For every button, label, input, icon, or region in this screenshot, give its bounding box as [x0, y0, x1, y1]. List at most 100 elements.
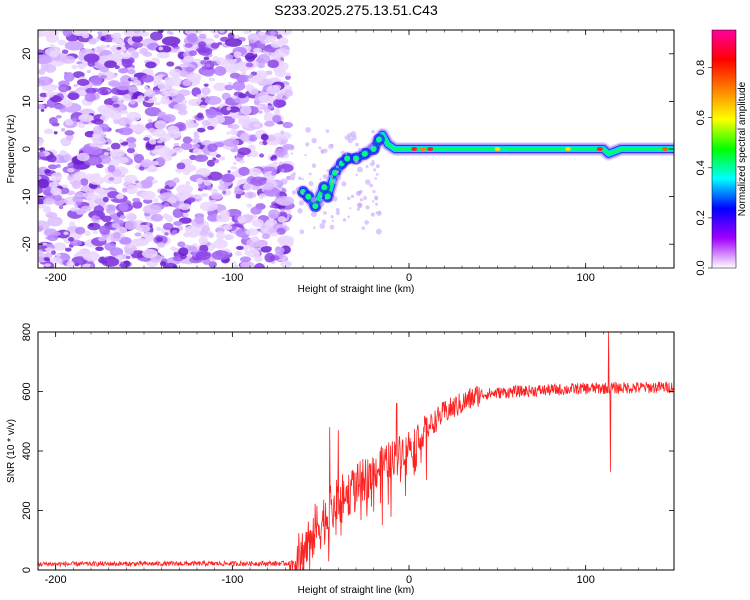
snr-xtick-label: -100 [221, 574, 243, 586]
noise-blob [144, 85, 149, 90]
ridge-speckle [375, 202, 379, 206]
noise-blob [227, 32, 235, 40]
noise-blob [237, 74, 247, 84]
noise-blob [111, 175, 123, 185]
noise-blob [282, 95, 287, 100]
noise-blob [115, 81, 131, 91]
noise-blob [116, 46, 122, 50]
noise-blob [44, 47, 61, 57]
noise-blob [57, 39, 66, 46]
noise-blob [38, 168, 44, 174]
noise-blob [145, 143, 156, 151]
noise-blob [132, 197, 141, 203]
noise-blob [172, 147, 184, 153]
noise-blob [66, 133, 74, 141]
noise-blob [205, 108, 218, 119]
noise-blob [129, 99, 136, 105]
noise-blob [235, 250, 242, 256]
noise-blob [200, 193, 209, 197]
ridge-speckle [289, 145, 295, 151]
noise-blob [237, 216, 247, 224]
spectrogram-xtick-label: 100 [576, 272, 594, 284]
noise-blob [264, 252, 275, 263]
noise-blob [274, 108, 280, 112]
noise-blob [126, 111, 142, 122]
noise-blob [157, 242, 166, 248]
noise-blob [201, 225, 211, 233]
colorbar-tick-label: 0.2 [695, 210, 707, 225]
noise-blob [184, 225, 200, 234]
noise-blob [125, 212, 136, 222]
ridge-speckle [276, 152, 281, 158]
noise-blob [97, 236, 106, 242]
noise-blob [203, 56, 210, 61]
noise-blob [173, 142, 180, 147]
noise-blob [277, 216, 287, 223]
noise-blob [267, 105, 275, 110]
noise-blob [114, 65, 120, 70]
noise-blob [167, 125, 180, 135]
noise-blob [157, 122, 163, 127]
noise-blob [246, 250, 260, 258]
noise-blob [246, 45, 252, 51]
noise-blob [256, 239, 269, 248]
ridge-speckle [335, 210, 340, 216]
noise-blob [38, 103, 45, 110]
ridge-speckle [364, 220, 369, 225]
spectrogram-ylabel: Frequency (Hz) [6, 115, 17, 184]
noise-blob [194, 154, 209, 162]
noise-blob [229, 124, 240, 130]
noise-blob [191, 138, 201, 144]
noise-blob [233, 51, 242, 59]
noise-blob [285, 75, 291, 80]
noise-region [38, 30, 295, 268]
ridge-speckle [372, 190, 376, 194]
noise-blob [232, 261, 237, 265]
noise-blob [203, 38, 215, 45]
noise-blob [61, 49, 69, 55]
ridge-speckle [305, 127, 311, 133]
noise-blob [53, 194, 63, 201]
noise-blob [38, 225, 44, 232]
snr-axes: -200 -100 0 100 0 200 400 600 800 [21, 323, 675, 586]
noise-blob [77, 89, 88, 96]
noise-blob [206, 159, 216, 167]
noise-blob [193, 134, 200, 139]
noise-blob [272, 114, 282, 123]
noise-blob [84, 92, 97, 102]
noise-blob [142, 204, 162, 215]
noise-blob [232, 161, 237, 166]
noise-blob [165, 148, 175, 155]
noise-blob [149, 138, 157, 145]
noise-blob [183, 212, 189, 218]
noise-blob [244, 191, 257, 199]
noise-blob [95, 246, 104, 252]
noise-blob [52, 242, 67, 251]
noise-blob [69, 239, 83, 247]
spectrogram-xtick-label: 0 [406, 272, 412, 284]
noise-blob [126, 137, 137, 144]
noise-blob [198, 41, 207, 49]
noise-blob [238, 111, 243, 116]
noise-blob [100, 75, 108, 79]
noise-blob [137, 95, 145, 103]
noise-blob [285, 209, 292, 215]
noise-blob [237, 147, 252, 156]
ridge-speckle [329, 224, 335, 230]
ridge-speckle [344, 135, 350, 141]
noise-blob [162, 222, 174, 231]
ridge-speckle [308, 181, 314, 187]
noise-blob [118, 68, 129, 74]
noise-blob [257, 31, 265, 36]
noise-blob [133, 153, 145, 164]
noise-blob [180, 142, 193, 151]
ridge-speckle [322, 174, 328, 179]
noise-blob [164, 76, 173, 84]
noise-blob [48, 117, 58, 125]
snr-frame [37, 331, 675, 571]
noise-blob [246, 203, 253, 208]
noise-blob [168, 68, 183, 78]
noise-blob [140, 159, 153, 168]
ridge-speckle [304, 154, 307, 157]
noise-blob [253, 123, 260, 128]
